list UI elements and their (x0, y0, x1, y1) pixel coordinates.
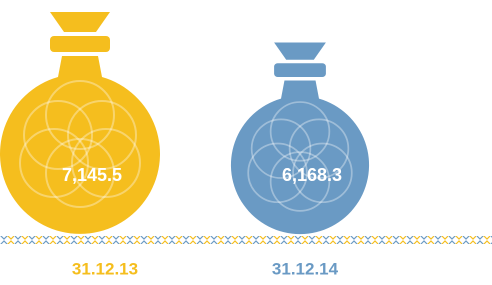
bag-top (50, 12, 110, 32)
category-label: 31.12.13 (72, 259, 138, 278)
value-label: 6,168.3 (282, 165, 342, 185)
bag-band (50, 36, 110, 52)
decorative-divider (0, 236, 492, 244)
money-bag (231, 42, 369, 234)
bag-band (274, 63, 326, 77)
bag-top (274, 42, 326, 59)
chart: 7,145.5 31.12.13 6,168.3 31.12.14 (0, 0, 492, 285)
page: {"chart_data": {"type": "pictogram", "ca… (0, 0, 492, 285)
category-label: 31.12.14 (272, 259, 339, 278)
money-bag (0, 12, 160, 234)
value-label: 7,145.5 (62, 165, 122, 185)
